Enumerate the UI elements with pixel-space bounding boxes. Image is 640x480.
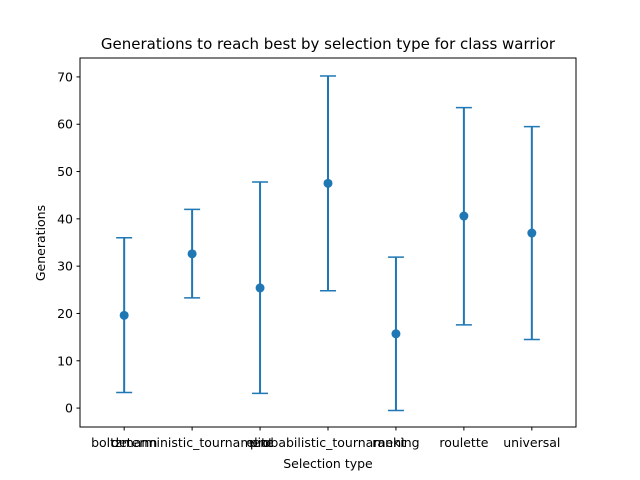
y-axis-label: Generations [33, 205, 48, 281]
data-point [459, 211, 469, 221]
y-tick-label: 10 [57, 353, 73, 368]
y-tick-label: 30 [57, 259, 73, 274]
y-tick-label: 60 [57, 117, 73, 132]
x-tick-label: ranking [372, 435, 419, 450]
x-tick-label: roulette [439, 435, 488, 450]
data-point [187, 249, 197, 259]
data-point [323, 178, 333, 188]
data-point [527, 228, 537, 238]
x-axis-label: Selection type [283, 456, 373, 471]
data-point [119, 310, 129, 320]
chart-title: Generations to reach best by selection t… [101, 35, 556, 53]
y-tick-label: 70 [57, 69, 73, 84]
data-point [255, 283, 265, 293]
y-axis: 0 10 20 30 40 50 60 70 [57, 69, 80, 416]
y-tick-label: 0 [65, 401, 73, 416]
x-tick-label: deterministic_tournament [111, 435, 273, 450]
y-tick-label: 40 [57, 211, 73, 226]
y-tick-label: 50 [57, 164, 73, 179]
x-tick-label: boltzmann [91, 435, 157, 450]
x-tick-label: probabilistic_tournament [250, 435, 406, 450]
data-point [391, 329, 401, 339]
x-tick-label: elite [246, 435, 274, 450]
x-axis: boltzmanndeterministic_tournamentelitepr… [91, 427, 560, 450]
x-tick-label: universal [503, 435, 560, 450]
y-tick-label: 20 [57, 306, 73, 321]
series-group [116, 75, 540, 412]
